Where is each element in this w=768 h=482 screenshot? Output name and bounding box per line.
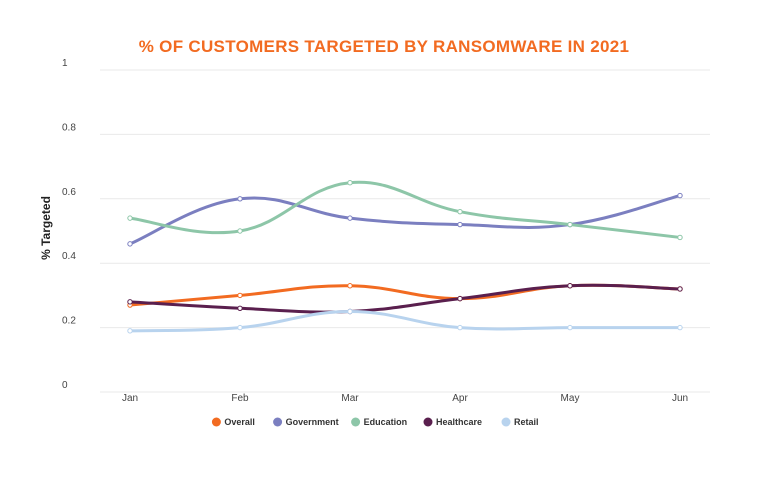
legend-marker-overall [211, 417, 221, 427]
data-point-retail [567, 324, 573, 331]
data-point-healthcare [237, 305, 243, 311]
y-tick-label: 0.8 [62, 122, 76, 133]
legend: Overall Government Education Healthcare Reta… [211, 417, 539, 427]
x-tick-label: May [561, 393, 580, 404]
data-point-healthcare [127, 299, 133, 305]
data-point-healthcare [677, 286, 683, 292]
series-line-overall [128, 283, 682, 307]
legend-label-healthcare: Healthcare [436, 417, 482, 427]
y-axis-ticks: 0 0.2 0.4 0.6 0.8 1 [62, 58, 76, 391]
data-point-retail [457, 324, 463, 331]
data-point-overall [347, 283, 353, 289]
data-point-education [347, 180, 353, 186]
data-point-retail [237, 324, 243, 331]
data-point-retail [127, 328, 133, 334]
data-point-education [237, 228, 243, 234]
data-point-overall [237, 292, 243, 299]
data-point-government [457, 221, 463, 228]
series-retail [127, 308, 683, 334]
series-line-healthcare [128, 283, 682, 314]
x-tick-label: Feb [231, 393, 249, 404]
y-tick-label: 0.4 [62, 251, 76, 262]
gridlines [100, 69, 710, 393]
data-point-education [677, 234, 683, 241]
legend-label-education: Education [364, 417, 408, 427]
legend-marker-healthcare [423, 417, 433, 427]
y-tick-label: 1 [62, 58, 68, 69]
series-government [127, 192, 683, 247]
chart-title: % OF CUSTOMERS TARGETED BY RANSOMWARE IN… [139, 37, 630, 56]
x-axis-ticks: Jan Feb Mar Apr May Jun [122, 393, 688, 404]
legend-label-government: Government [286, 417, 339, 427]
legend-label-overall: Overall [224, 417, 255, 427]
series-line-government [128, 194, 682, 246]
data-point-healthcare [567, 283, 573, 289]
data-point-government [347, 215, 353, 221]
data-point-retail [347, 308, 353, 315]
data-point-education [567, 221, 573, 228]
x-tick-label: Jan [122, 393, 138, 404]
legend-marker-education [351, 417, 361, 427]
series-overall [127, 283, 683, 308]
data-point-healthcare [457, 295, 463, 302]
x-tick-label: Jun [672, 393, 688, 404]
data-point-government [677, 192, 683, 199]
data-point-government [237, 196, 243, 202]
series-lines [127, 180, 683, 334]
y-tick-label: 0.2 [62, 316, 76, 327]
series-education [127, 180, 683, 241]
y-axis-label: % Targeted [39, 196, 53, 260]
x-tick-label: Apr [452, 393, 468, 404]
data-point-education [127, 215, 133, 221]
legend-label-retail: Retail [514, 417, 539, 427]
legend-marker-retail [501, 417, 511, 427]
series-line-retail [128, 309, 682, 333]
data-point-government [127, 241, 133, 247]
data-point-education [457, 208, 463, 215]
series-line-education [128, 180, 682, 239]
x-tick-label: Mar [341, 393, 359, 404]
legend-marker-government [273, 417, 283, 427]
y-tick-label: 0.6 [62, 187, 76, 198]
data-point-retail [677, 324, 683, 331]
y-tick-label: 0 [62, 380, 68, 391]
